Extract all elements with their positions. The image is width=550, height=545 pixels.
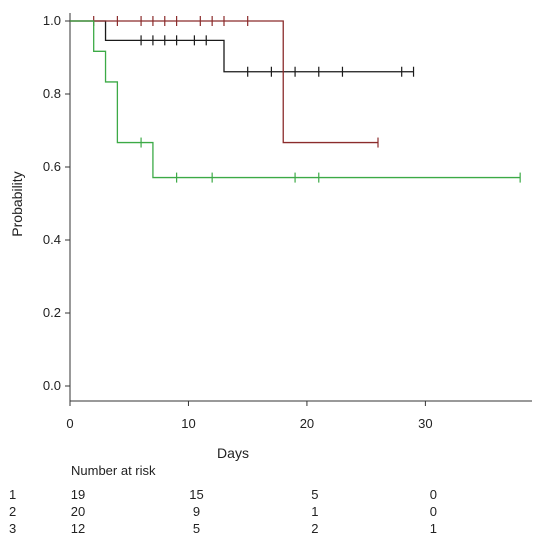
risk-table-title: Number at risk bbox=[71, 463, 156, 478]
x-tick-label: 10 bbox=[181, 416, 195, 431]
survival-curve-3 bbox=[70, 20, 521, 179]
x-axis-title: Days bbox=[217, 445, 249, 461]
x-tick-label: 0 bbox=[66, 416, 73, 431]
risk-count: 9 bbox=[193, 504, 200, 519]
risk-count: 5 bbox=[311, 487, 318, 502]
risk-row-label: 1 bbox=[9, 487, 16, 502]
series-2 bbox=[70, 16, 379, 148]
y-tick-label: 0.4 bbox=[43, 232, 61, 247]
risk-count: 15 bbox=[189, 487, 203, 502]
risk-count: 5 bbox=[193, 521, 200, 536]
risk-count: 1 bbox=[311, 504, 318, 519]
risk-row-label: 3 bbox=[9, 521, 16, 536]
y-tick-label: 0.0 bbox=[43, 378, 61, 393]
series-layer bbox=[70, 16, 521, 183]
risk-count: 2 bbox=[311, 521, 318, 536]
survival-curve-1 bbox=[70, 20, 414, 73]
risk-count: 1 bbox=[430, 521, 437, 536]
risk-count: 20 bbox=[71, 504, 85, 519]
risk-table: 1 19 15 5 0 2 20 9 1 0 3 12 5 2 1 bbox=[9, 487, 437, 536]
y-tick-label: 0.2 bbox=[43, 305, 61, 320]
axes: 0.0 0.2 0.4 0.6 0.8 1.0 0 10 20 30 bbox=[43, 13, 532, 431]
x-tick-label: 20 bbox=[300, 416, 314, 431]
series-3 bbox=[70, 20, 521, 183]
risk-count: 19 bbox=[71, 487, 85, 502]
risk-count: 12 bbox=[71, 521, 85, 536]
y-tick-label: 0.6 bbox=[43, 159, 61, 174]
y-tick-label: 0.8 bbox=[43, 86, 61, 101]
y-axis-title: Probability bbox=[9, 171, 25, 236]
y-tick-label: 1.0 bbox=[43, 13, 61, 28]
risk-count: 0 bbox=[430, 487, 437, 502]
risk-row-label: 2 bbox=[9, 504, 16, 519]
series-1 bbox=[70, 20, 415, 77]
risk-count: 0 bbox=[430, 504, 437, 519]
x-tick-label: 30 bbox=[418, 416, 432, 431]
